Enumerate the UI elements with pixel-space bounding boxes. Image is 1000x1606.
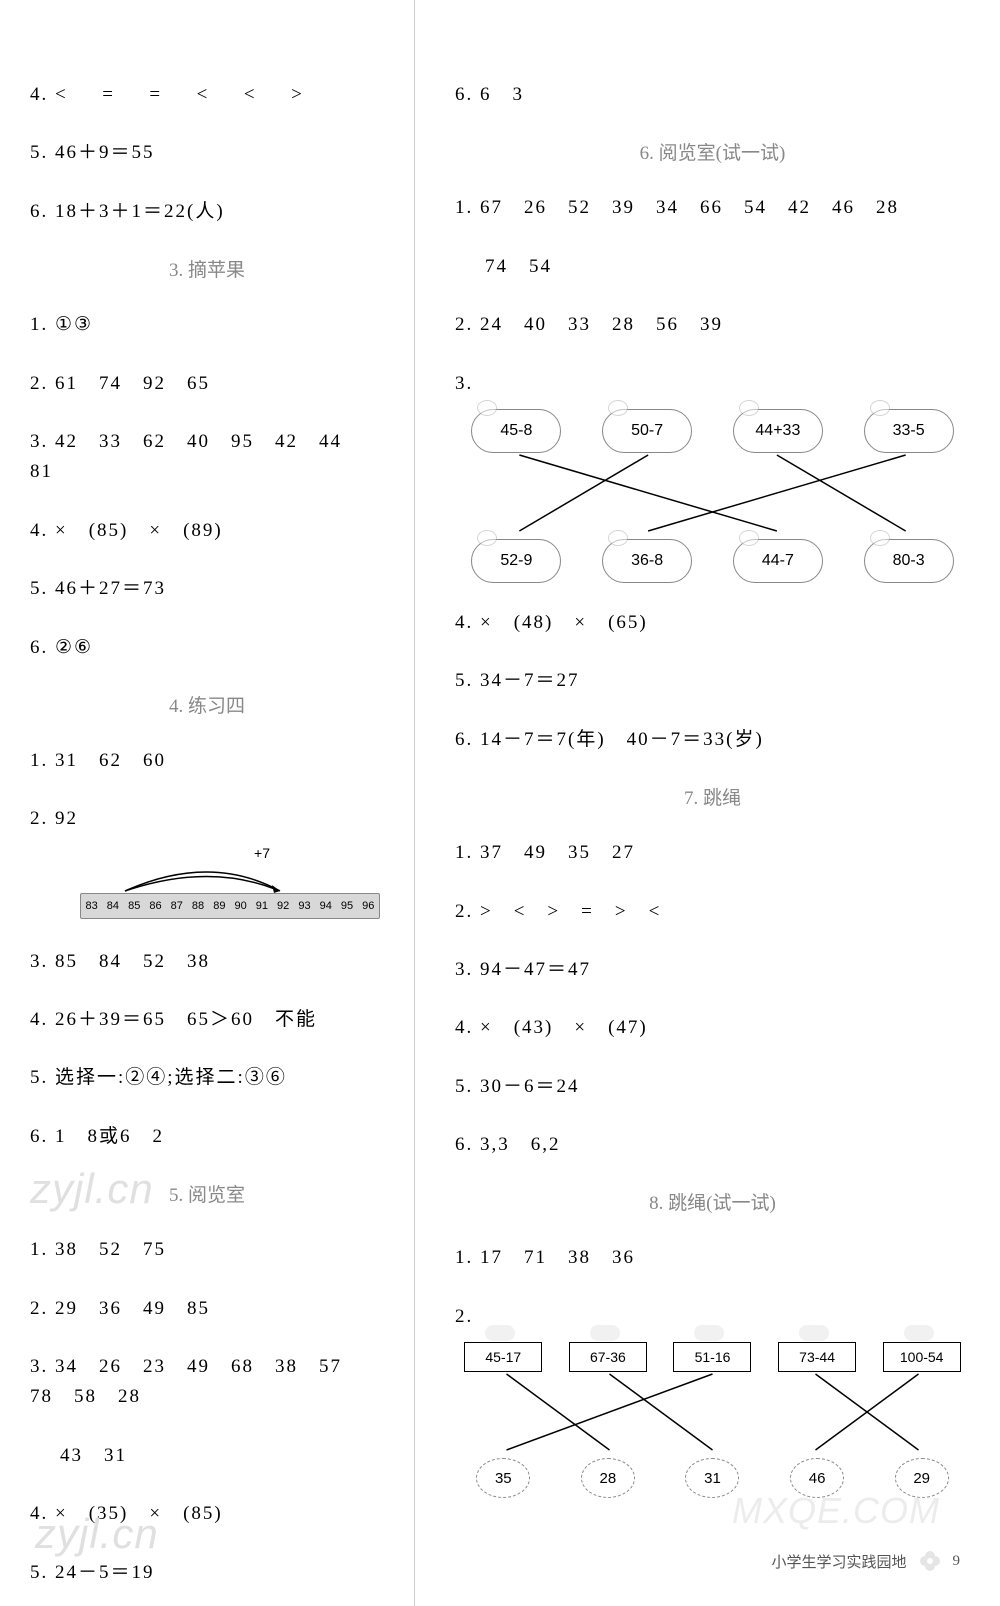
match-bottom-box: 46 xyxy=(790,1458,844,1498)
answer-line: 6. ②⑥ xyxy=(30,633,384,663)
answer-line: 6. 18＋3＋1＝22(人) xyxy=(30,197,384,227)
section-title: 8. 跳绳(试一试) xyxy=(455,1188,970,1215)
match-bottom-box: 80-3 xyxy=(864,539,954,583)
answer-line: 4. × (48) × (65) xyxy=(455,608,970,638)
section-title: 6. 阅览室(试一试) xyxy=(455,138,970,165)
answer-line: 3. xyxy=(455,369,970,399)
section-title: 4. 练习四 xyxy=(30,691,384,718)
flower-icon xyxy=(915,1546,945,1576)
answer-line: 4. × (35) × (85) xyxy=(30,1499,384,1529)
answer-line: 5. 46＋9＝55 xyxy=(30,138,384,168)
answer-line: 1. 67 26 52 39 34 66 54 42 46 28 xyxy=(455,193,970,223)
match-top-box: 50-7 xyxy=(602,409,692,453)
answer-line: 4. < = = < < > xyxy=(30,80,384,110)
ruler-tick-label: 92 xyxy=(277,900,289,912)
match-bottom-box: 35 xyxy=(476,1458,530,1498)
ruler-diagram: +7 83 84 85 86 87 88 89 90 91 92 93 94 95 96 xyxy=(80,845,384,919)
answer-line: 3. 34 26 23 49 68 38 57 78 58 28 xyxy=(30,1352,384,1413)
answer-line: 1. 38 52 75 xyxy=(30,1235,384,1265)
match-lines xyxy=(455,453,970,533)
answer-line: 6. 14－7＝7(年) 40－7＝33(岁) xyxy=(455,725,970,755)
match-bottom-box: 29 xyxy=(895,1458,949,1498)
match-top-box: 51-16 xyxy=(673,1342,751,1372)
ruler-tick-label: 90 xyxy=(234,900,246,912)
answer-line: 1. 17 71 38 36 xyxy=(455,1243,970,1273)
answer-line: 2. 61 74 92 65 xyxy=(30,369,384,399)
left-column: 4. < = = < < > 5. 46＋9＝55 6. 18＋3＋1＝22(人… xyxy=(0,0,415,1606)
match-top-box: 44+33 xyxy=(733,409,823,453)
match-top-box: 45-8 xyxy=(471,409,561,453)
ruler-tick-label: 91 xyxy=(256,900,268,912)
matching-diagram-2: 45-17 67-36 51-16 73-44 100-54 35 28 31 46 29 xyxy=(455,1342,970,1498)
answer-line: 2. > < > = > < xyxy=(455,897,970,927)
ruler-tick-label: 89 xyxy=(213,900,225,912)
answer-line: 4. 26＋39＝65 65＞60 不能 xyxy=(30,1005,384,1035)
answer-line: 3. 42 33 62 40 95 42 44 81 xyxy=(30,427,384,488)
right-column: 6. 6 3 6. 阅览室(试一试) 1. 67 26 52 39 34 66 … xyxy=(415,0,1000,1606)
answer-line: 1. ①③ xyxy=(30,310,384,340)
answer-line: 6. 3,3 6,2 xyxy=(455,1130,970,1160)
ruler-tick-label: 94 xyxy=(320,900,332,912)
number-ruler: 83 84 85 86 87 88 89 90 91 92 93 94 95 96 xyxy=(80,893,380,919)
answer-line: 3. 94－47＝47 xyxy=(455,955,970,985)
section-title: 5. 阅览室 xyxy=(30,1180,384,1207)
match-bottom-box: 36-8 xyxy=(602,539,692,583)
ruler-tick-label: 84 xyxy=(107,900,119,912)
ruler-tick-label: 85 xyxy=(128,900,140,912)
ruler-tick-label: 96 xyxy=(362,900,374,912)
match-top-box: 33-5 xyxy=(864,409,954,453)
arc-svg xyxy=(80,863,380,893)
ruler-tick-label: 87 xyxy=(171,900,183,912)
answer-line: 5. 34－7＝27 xyxy=(455,666,970,696)
match-bottom-box: 31 xyxy=(685,1458,739,1498)
answer-line: 2. 29 36 49 85 xyxy=(30,1294,384,1324)
answer-line: 5. 30－6＝24 xyxy=(455,1072,970,1102)
match-top-box: 45-17 xyxy=(464,1342,542,1372)
answer-line: 3. 85 84 52 38 xyxy=(30,947,384,977)
answer-line: 2. 24 40 33 28 56 39 xyxy=(455,310,970,340)
section-title: 7. 跳绳 xyxy=(455,783,970,810)
match-bottom-box: 44-7 xyxy=(733,539,823,583)
answer-line: 4. × (85) × (89) xyxy=(30,516,384,546)
arc-label: +7 xyxy=(80,845,384,861)
ruler-tick-label: 86 xyxy=(149,900,161,912)
answer-line: 2. 92 xyxy=(30,804,384,834)
answer-line: 5. 46＋27＝73 xyxy=(30,574,384,604)
section-title: 3. 摘苹果 xyxy=(30,255,384,282)
answer-line: 1. 37 49 35 27 xyxy=(455,838,970,868)
footer-text: 小学生学习实践园地 xyxy=(771,1551,906,1572)
answer-line: 1. 31 62 60 xyxy=(30,746,384,776)
ruler-tick-label: 93 xyxy=(298,900,310,912)
ruler-tick-label: 95 xyxy=(341,900,353,912)
answer-line: 5. 24－5＝19 xyxy=(30,1558,384,1588)
match-bottom-box: 52-9 xyxy=(471,539,561,583)
match-top-box: 73-44 xyxy=(778,1342,856,1372)
page-number: 9 xyxy=(953,1553,961,1570)
matching-diagram-1: 45-8 50-7 44+33 33-5 52-9 36-8 44-7 80-3 xyxy=(455,409,970,583)
answer-line: 6. 6 3 xyxy=(455,80,970,110)
ruler-tick-label: 88 xyxy=(192,900,204,912)
answer-line: 5. 选择一:②④;选择二:③⑥ xyxy=(30,1063,384,1093)
answer-line: 74 54 xyxy=(455,252,970,282)
match-top-box: 100-54 xyxy=(883,1342,961,1372)
ruler-tick-label: 83 xyxy=(86,900,98,912)
match-top-box: 67-36 xyxy=(569,1342,647,1372)
answer-line: 4. × (43) × (47) xyxy=(455,1013,970,1043)
match-bottom-box: 28 xyxy=(581,1458,635,1498)
answer-line: 6. 1 8或6 2 xyxy=(30,1122,384,1152)
page-footer: 小学生学习实践园地 9 xyxy=(771,1546,960,1576)
match-lines xyxy=(455,1372,970,1452)
answer-line: 43 31 xyxy=(30,1441,384,1471)
